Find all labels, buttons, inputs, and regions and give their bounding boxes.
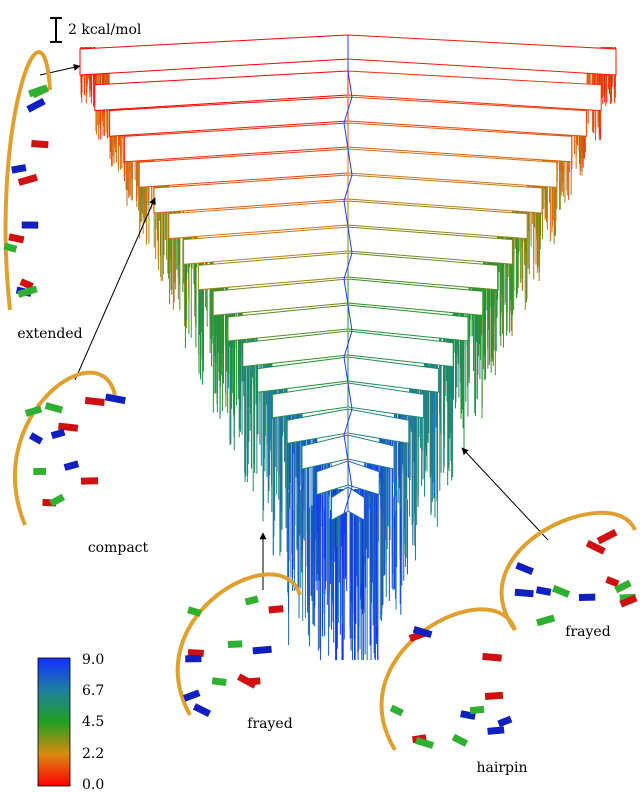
molecule xyxy=(382,609,515,750)
colorbar-tick: 0.0 xyxy=(82,777,104,792)
disconnectivity-graph xyxy=(80,35,616,660)
base xyxy=(85,397,105,406)
base xyxy=(29,432,43,444)
base xyxy=(26,98,45,113)
colorbar-tick: 6.7 xyxy=(82,683,104,699)
base xyxy=(237,673,257,688)
base xyxy=(45,402,63,413)
structure-label: frayed xyxy=(247,716,292,732)
base xyxy=(33,468,46,475)
base xyxy=(252,646,271,655)
base xyxy=(105,393,126,404)
base xyxy=(81,477,98,484)
level-box xyxy=(80,35,348,75)
base xyxy=(515,562,534,575)
base xyxy=(390,705,404,717)
base xyxy=(245,595,259,605)
level-box xyxy=(348,35,616,75)
base xyxy=(228,640,243,648)
colorbar-tick: 4.5 xyxy=(82,714,104,730)
base xyxy=(470,706,485,714)
scale-bar: 2 kcal/mol xyxy=(50,18,142,42)
figure: 2 kcal/mol extended compact frayed hairp… xyxy=(0,0,644,792)
base xyxy=(536,586,552,596)
structure-label: extended xyxy=(17,326,82,342)
base xyxy=(552,585,570,598)
base xyxy=(487,726,504,734)
molecule xyxy=(3,52,50,310)
base xyxy=(497,716,512,728)
structure-label: compact xyxy=(88,540,149,556)
base xyxy=(193,703,211,717)
base xyxy=(11,164,26,173)
base xyxy=(22,222,39,229)
base xyxy=(64,460,80,471)
base xyxy=(485,692,503,700)
structure-label: hairpin xyxy=(477,760,528,776)
base xyxy=(452,734,468,747)
molecule xyxy=(15,373,126,525)
base xyxy=(482,653,502,662)
base xyxy=(18,174,38,186)
backbone xyxy=(15,373,115,525)
colorbar: 9.0 6.7 4.5 2.2 0.0 xyxy=(38,652,104,792)
scale-label: 2 kcal/mol xyxy=(68,22,142,38)
base xyxy=(31,140,48,148)
base xyxy=(8,233,24,243)
colorbar-tick: 2.2 xyxy=(82,746,104,762)
molecule xyxy=(502,513,638,630)
base xyxy=(51,429,66,439)
base xyxy=(212,677,227,686)
base xyxy=(597,529,618,544)
base xyxy=(515,589,534,597)
colorbar-tick: 9.0 xyxy=(82,652,104,668)
base xyxy=(49,494,65,507)
molecule xyxy=(178,574,300,717)
base xyxy=(268,605,283,613)
base xyxy=(536,615,555,627)
base xyxy=(185,655,201,662)
base xyxy=(183,689,200,701)
base xyxy=(187,606,202,616)
structure-label: frayed xyxy=(565,624,610,640)
base xyxy=(579,594,596,601)
